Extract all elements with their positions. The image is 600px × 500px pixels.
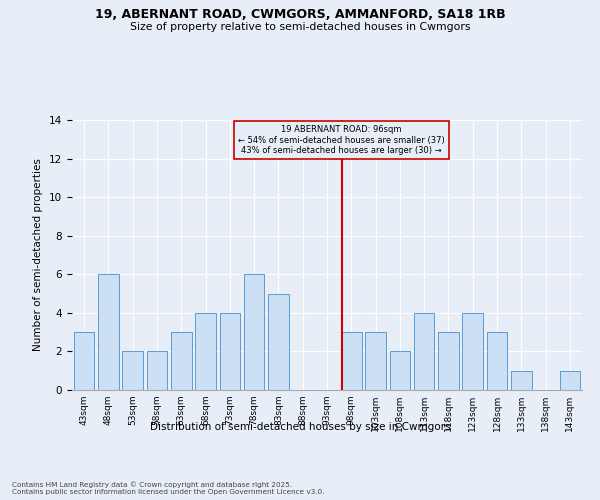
Bar [511, 370, 532, 390]
Text: Distribution of semi-detached houses by size in Cwmgors: Distribution of semi-detached houses by … [150, 422, 450, 432]
Bar [171, 332, 191, 390]
Bar [414, 313, 434, 390]
Bar [560, 370, 580, 390]
Text: Contains HM Land Registry data © Crown copyright and database right 2025.
Contai: Contains HM Land Registry data © Crown c… [12, 482, 325, 495]
Bar [487, 332, 508, 390]
Text: 19, ABERNANT ROAD, CWMGORS, AMMANFORD, SA18 1RB: 19, ABERNANT ROAD, CWMGORS, AMMANFORD, S… [95, 8, 505, 20]
Text: 19 ABERNANT ROAD: 96sqm
← 54% of semi-detached houses are smaller (37)
43% of se: 19 ABERNANT ROAD: 96sqm ← 54% of semi-de… [238, 126, 445, 155]
Bar [244, 274, 265, 390]
Bar [365, 332, 386, 390]
Y-axis label: Number of semi-detached properties: Number of semi-detached properties [34, 158, 43, 352]
Bar [268, 294, 289, 390]
Bar [220, 313, 240, 390]
Bar [389, 352, 410, 390]
Bar [98, 274, 119, 390]
Bar [122, 352, 143, 390]
Text: Size of property relative to semi-detached houses in Cwmgors: Size of property relative to semi-detach… [130, 22, 470, 32]
Bar [146, 352, 167, 390]
Bar [195, 313, 216, 390]
Bar [463, 313, 483, 390]
Bar [74, 332, 94, 390]
Bar [341, 332, 362, 390]
Bar [438, 332, 459, 390]
